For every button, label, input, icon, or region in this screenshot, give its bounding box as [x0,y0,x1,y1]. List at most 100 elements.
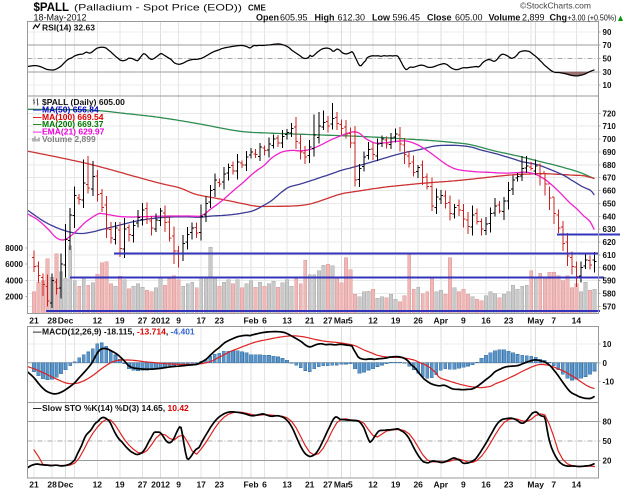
svg-text:21: 21 [305,480,315,490]
svg-text:Chg: Chg [550,13,568,23]
svg-text:19: 19 [115,316,125,326]
svg-text:7: 7 [551,480,556,490]
svg-text:710: 710 [603,122,617,131]
svg-text:28: 28 [47,316,57,326]
svg-text:27: 27 [138,316,148,326]
svg-text:17: 17 [196,316,206,326]
svg-text:Dec: Dec [58,316,74,326]
svg-text:9: 9 [176,316,181,326]
svg-text:612.30: 612.30 [338,13,366,23]
svg-text:Open: Open [256,13,279,23]
svg-text:12: 12 [93,316,103,326]
svg-text:605.95: 605.95 [280,13,308,23]
svg-text:640: 640 [603,212,617,221]
svg-text:70: 70 [603,41,612,50]
svg-text:570: 570 [603,302,617,311]
svg-text:4000: 4000 [5,277,23,286]
svg-text:19: 19 [115,480,125,490]
svg-text:Feb: Feb [243,316,258,326]
svg-text:Apr: Apr [433,480,448,490]
svg-text:10: 10 [603,81,612,90]
svg-text:580: 580 [603,290,617,299]
svg-text:80: 80 [603,418,612,427]
svg-text:6000: 6000 [5,260,23,269]
svg-text:14: 14 [572,480,582,490]
svg-text:605.00: 605.00 [455,13,483,23]
svg-text:21: 21 [305,316,315,326]
svg-text:6: 6 [262,480,267,490]
svg-text:600: 600 [603,264,617,273]
svg-text:Apr: Apr [433,316,448,326]
svg-text:700: 700 [603,135,617,144]
svg-text:0: 0 [603,359,608,368]
svg-text:650: 650 [603,199,617,208]
svg-text:Feb: Feb [243,480,258,490]
svg-text:50: 50 [603,437,612,446]
svg-text:Low: Low [372,13,391,23]
svg-text:590: 590 [603,277,617,286]
svg-text:26: 26 [413,316,423,326]
svg-text:©StockCharts.com: ©StockCharts.com [520,1,591,11]
svg-text:Volume 2,899: Volume 2,899 [42,134,96,144]
svg-text:17: 17 [196,480,206,490]
svg-text:12: 12 [368,480,378,490]
svg-text:19: 19 [391,480,401,490]
svg-text:2000: 2000 [5,293,23,302]
svg-text:23: 23 [215,316,225,326]
svg-text:16: 16 [481,316,491,326]
svg-text:May: May [527,480,544,490]
svg-text:23: 23 [504,316,514,326]
svg-text:690: 690 [603,148,617,157]
svg-text:+3.00 (+0.50%): +3.00 (+0.50%) [568,13,617,23]
svg-text:2,899: 2,899 [522,13,545,23]
svg-text:13: 13 [282,316,292,326]
svg-text:-10: -10 [603,378,615,387]
svg-text:670: 670 [603,174,617,183]
svg-text:Close: Close [427,13,452,23]
svg-text:30: 30 [603,68,612,77]
svg-text:620: 620 [603,238,617,247]
svg-text:Volume: Volume [489,13,521,23]
svg-text:Slow STO %K(14) %D(3) 14.65, 1: Slow STO %K(14) %D(3) 14.65, 10.42 [42,403,189,413]
svg-text:16: 16 [481,480,491,490]
svg-text:—: — [33,127,42,137]
svg-text:5: 5 [348,480,353,490]
svg-text:8000: 8000 [5,244,23,253]
svg-text:(Palladium - Spot Price (EOD)): (Palladium - Spot Price (EOD)) [74,3,242,13]
svg-text:High: High [315,13,335,23]
svg-text:630: 630 [603,225,617,234]
svg-text:12: 12 [368,316,378,326]
svg-text:23: 23 [215,480,225,490]
svg-text:28: 28 [47,480,57,490]
svg-text:20: 20 [603,456,612,465]
svg-text:27: 27 [323,316,333,326]
svg-text:MACD(12,26,9) -18.115, -13.714: MACD(12,26,9) -18.115, -13.714, -4.401 [42,327,195,337]
svg-text:9: 9 [461,480,466,490]
svg-text:12: 12 [93,480,103,490]
svg-text:596.45: 596.45 [393,13,421,23]
svg-text:RSI(14) 32.63: RSI(14) 32.63 [42,23,95,33]
svg-text:Dec: Dec [58,480,74,490]
svg-text:9: 9 [176,480,181,490]
svg-text:13: 13 [282,480,292,490]
svg-text:10: 10 [603,340,612,349]
svg-text:6: 6 [262,316,267,326]
svg-text:90: 90 [603,28,612,37]
svg-text:2012: 2012 [151,480,170,490]
svg-text:610: 610 [603,251,617,260]
svg-text:19: 19 [391,316,401,326]
svg-text:21: 21 [29,480,39,490]
svg-text:9: 9 [461,316,466,326]
svg-text:50: 50 [603,55,612,64]
svg-text:—: — [33,403,42,413]
svg-text:720: 720 [603,109,617,118]
svg-text:23: 23 [504,480,514,490]
svg-text:680: 680 [603,161,617,170]
svg-text:2012: 2012 [151,316,170,326]
svg-text:21: 21 [29,316,39,326]
svg-text:CME: CME [248,4,266,13]
svg-text:14: 14 [572,316,582,326]
svg-text:May: May [527,316,544,326]
svg-text:26: 26 [413,480,423,490]
svg-text:5: 5 [348,316,353,326]
